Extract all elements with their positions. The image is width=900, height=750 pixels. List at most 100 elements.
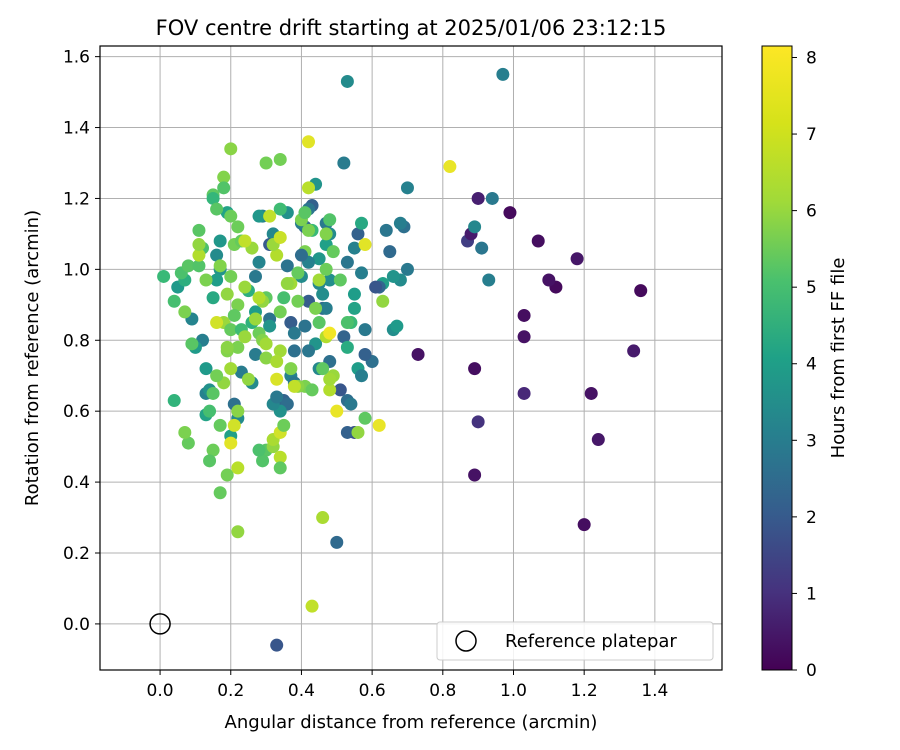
x-tick-label: 1.4 (641, 681, 668, 701)
data-point (496, 67, 510, 81)
data-point (263, 319, 277, 333)
data-point (273, 450, 287, 464)
data-point (400, 181, 414, 195)
data-point (340, 74, 354, 88)
data-point (337, 330, 351, 344)
legend-reference-marker (455, 630, 477, 652)
data-point (323, 383, 337, 397)
data-point (231, 220, 245, 234)
data-point (570, 252, 584, 266)
y-tick-label: 1.4 (63, 119, 90, 139)
data-point (181, 436, 195, 450)
data-point (302, 181, 316, 195)
data-point (517, 308, 531, 322)
data-point (309, 301, 323, 315)
data-point (259, 337, 273, 351)
data-point (203, 454, 217, 468)
data-point (471, 191, 485, 205)
y-tick-label: 1.6 (63, 48, 90, 68)
data-point (316, 287, 330, 301)
data-point (181, 259, 195, 273)
axes-frame (99, 45, 723, 671)
data-point (351, 227, 365, 241)
data-point (178, 425, 192, 439)
data-point (323, 213, 337, 227)
data-point (531, 234, 545, 248)
colorbar-tick-label: 2 (806, 508, 817, 528)
y-axis-ticks: 0.0 0.2 0.4 0.6 0.8 1.0 1.2 1.4 1.6 (63, 48, 100, 635)
y-tick-label: 0.8 (63, 331, 90, 351)
data-point (358, 238, 372, 252)
colorbar-tick-label: 3 (806, 431, 817, 451)
data-point (305, 599, 319, 613)
data-point (192, 238, 206, 252)
data-point (333, 383, 347, 397)
data-point (471, 415, 485, 429)
data-point (231, 525, 245, 539)
data-point (468, 468, 482, 482)
data-point (213, 486, 227, 500)
data-point (238, 330, 252, 344)
data-point (347, 301, 361, 315)
data-point (411, 347, 425, 361)
data-point (210, 369, 224, 383)
data-point (298, 319, 312, 333)
data-point (287, 344, 301, 358)
data-point (238, 234, 252, 248)
data-point (347, 287, 361, 301)
data-point (386, 269, 400, 283)
data-point (167, 294, 181, 308)
data-point (273, 230, 287, 244)
data-point (213, 259, 227, 273)
data-point (220, 287, 234, 301)
data-point (485, 191, 499, 205)
data-point (542, 273, 556, 287)
data-point (323, 273, 337, 287)
data-point (277, 291, 291, 305)
data-point (192, 223, 206, 237)
data-point (503, 206, 517, 220)
data-point (284, 316, 298, 330)
data-point (468, 220, 482, 234)
data-point (270, 372, 284, 386)
data-point (203, 404, 217, 418)
data-point (316, 511, 330, 525)
data-point (252, 291, 266, 305)
data-point (517, 330, 531, 344)
data-point (383, 245, 397, 259)
data-point (390, 319, 404, 333)
reference-marker (149, 613, 171, 635)
data-point (312, 252, 326, 266)
y-axis-label: Rotation from reference (arcmin) (22, 210, 43, 506)
data-point (372, 418, 386, 432)
data-point (224, 323, 238, 337)
data-point (220, 468, 234, 482)
x-axis-ticks: 0.0 0.2 0.4 0.6 0.8 1.0 1.2 1.4 (147, 670, 668, 701)
data-point (231, 461, 245, 475)
data-point (259, 351, 273, 365)
colorbar-tick-label: 6 (806, 202, 817, 222)
data-point (591, 433, 605, 447)
legend: Reference platepar (436, 621, 714, 661)
data-point (302, 344, 316, 358)
data-point (340, 255, 354, 269)
y-tick-label: 1.0 (63, 260, 90, 280)
data-point (224, 436, 238, 450)
data-point (355, 266, 369, 280)
data-point (185, 337, 199, 351)
data-point (340, 425, 354, 439)
data-point (270, 248, 284, 262)
data-point (206, 291, 220, 305)
y-tick-label: 0.6 (63, 402, 90, 422)
data-point (316, 362, 330, 376)
y-tick-label: 0.4 (63, 473, 90, 493)
data-point (178, 305, 192, 319)
data-point (249, 312, 262, 326)
y-tick-label: 0.0 (63, 615, 90, 635)
data-point (199, 362, 213, 376)
colorbar-tick-label: 1 (806, 584, 817, 604)
data-point (270, 638, 284, 652)
data-point (270, 355, 284, 369)
data-point (217, 170, 231, 184)
data-point (319, 301, 333, 315)
